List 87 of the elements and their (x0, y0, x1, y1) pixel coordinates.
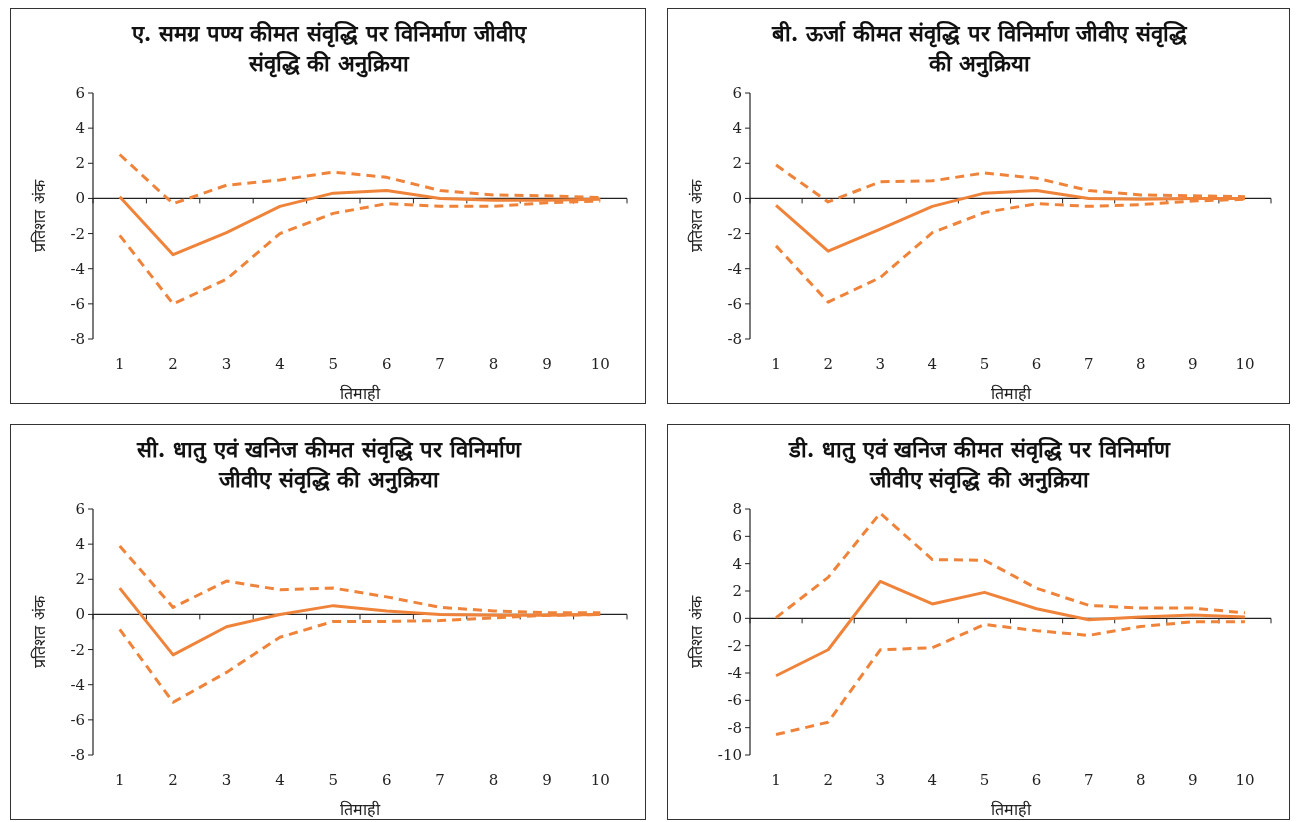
x-tick-label: 1 (114, 771, 125, 789)
y-tick-label: -2 (727, 636, 742, 655)
y-tick-label: -6 (727, 691, 742, 710)
x-tick-label: 3 (875, 771, 886, 789)
x-tick-label: 2 (168, 355, 178, 373)
x-tick-label: 3 (221, 355, 232, 373)
y-tick-label: 2 (75, 570, 85, 589)
x-tick-label: 8 (1135, 771, 1146, 789)
y-tick-label: 2 (732, 154, 742, 173)
line-series (774, 620, 1247, 736)
x-tick-label: 9 (542, 771, 552, 789)
x-tick-label: 7 (1083, 771, 1094, 789)
x-axis-title: तिमाही (340, 384, 381, 403)
y-tick-label: -8 (727, 330, 742, 348)
y-axis-title: प्रतिशत अंक (687, 179, 706, 252)
chart-title: डी. धातु एवं खनिज कीमत संवृद्धि पर विनिर्माण जीवीए संवृद्धि की अनुक्रिया (787, 436, 1172, 494)
y-axis-title: प्रतिशत अंक (687, 595, 706, 668)
x-tick-label: 7 (435, 355, 445, 373)
y-tick-label: -8 (727, 718, 742, 737)
y-tick-label: 4 (732, 119, 742, 138)
x-tick-label: 9 (542, 355, 552, 373)
y-tick-label: -8 (70, 746, 85, 764)
x-tick-label: 4 (275, 355, 285, 373)
y-tick-label: -2 (70, 224, 85, 243)
chart-title: सी. धातु एवं खनिज कीमत संवृद्धि पर विनिर्माण जीवीए संवृद्धि की अनुक्रिया (135, 436, 523, 494)
y-tick-label: 0 (75, 189, 85, 208)
x-tick-label: 3 (221, 771, 232, 789)
x-tick-label: 9 (1188, 355, 1198, 373)
chart-title: बी. ऊर्जा कीमत संवृद्धि पर विनिर्माण जीवीए संवृद्धि की अनुक्रिया (770, 20, 1189, 78)
y-tick-label: 6 (75, 500, 85, 518)
x-tick-label: 5 (328, 771, 339, 789)
x-tick-label: 5 (979, 771, 990, 789)
x-tick-label: 5 (328, 355, 339, 373)
x-tick-label: 7 (1083, 355, 1094, 373)
x-tick-label: 6 (381, 355, 392, 373)
y-tick-label: -6 (727, 294, 742, 313)
y-tick-label: 4 (75, 119, 85, 138)
x-tick-label: 10 (590, 355, 610, 373)
x-tick-label: 3 (875, 355, 886, 373)
y-tick-label: -4 (727, 259, 742, 278)
y-axis-title: प्रतिशत अंक (30, 595, 49, 668)
x-tick-label: 4 (927, 771, 938, 789)
y-tick-label: 2 (75, 154, 85, 173)
chart-title: ए. समग्र पण्य कीमत संवृद्धि पर विनिर्माण जीवीए संवृद्धि की अनुक्रिया (130, 20, 528, 78)
x-tick-label: 6 (1031, 355, 1042, 373)
y-tick-label: -4 (70, 259, 85, 278)
y-tick-label: 2 (732, 582, 742, 600)
x-axis-title: तिमाही (340, 800, 381, 819)
x-axis-title: तिमाही (990, 800, 1032, 819)
y-tick-label: 4 (75, 535, 85, 554)
x-tick-label: 8 (488, 355, 499, 373)
y-tick-label: -4 (727, 664, 742, 682)
y-tick-label: 6 (732, 84, 742, 102)
y-tick-label: 8 (732, 500, 742, 518)
y-tick-label: -4 (70, 675, 85, 694)
x-tick-label: 1 (771, 771, 781, 789)
x-tick-label: 1 (114, 355, 125, 373)
x-tick-label: 2 (823, 355, 833, 373)
y-tick-label: -8 (70, 330, 85, 348)
y-tick-label: -10 (717, 746, 742, 764)
y-tick-label: 6 (75, 84, 85, 102)
y-tick-label: -2 (727, 224, 742, 243)
x-tick-label: 10 (1235, 355, 1255, 373)
y-tick-label: 0 (732, 189, 742, 208)
y-tick-label: -6 (70, 294, 85, 313)
y-tick-label: -6 (70, 710, 85, 729)
x-tick-label: 4 (275, 771, 285, 789)
y-tick-label: 4 (732, 554, 742, 573)
x-tick-label: 9 (1188, 771, 1198, 789)
x-tick-label: 1 (771, 355, 781, 373)
x-tick-label: 6 (381, 771, 392, 789)
x-tick-label: 8 (1135, 355, 1146, 373)
x-tick-label: 10 (1235, 771, 1255, 789)
y-tick-label: -2 (70, 640, 85, 659)
x-tick-label: 5 (979, 355, 990, 373)
y-tick-label: 0 (75, 605, 85, 624)
x-tick-label: 2 (168, 771, 178, 789)
x-axis-title: तिमाही (990, 384, 1032, 403)
y-tick-label: 0 (732, 609, 742, 628)
x-tick-label: 6 (1031, 771, 1042, 789)
x-tick-label: 7 (435, 771, 445, 789)
y-tick-label: 6 (732, 527, 742, 546)
x-tick-label: 10 (590, 771, 610, 789)
x-tick-label: 2 (823, 771, 833, 789)
x-tick-label: 4 (927, 355, 938, 373)
y-axis-title: प्रतिशत अंक (30, 179, 49, 252)
x-tick-label: 8 (488, 771, 499, 789)
